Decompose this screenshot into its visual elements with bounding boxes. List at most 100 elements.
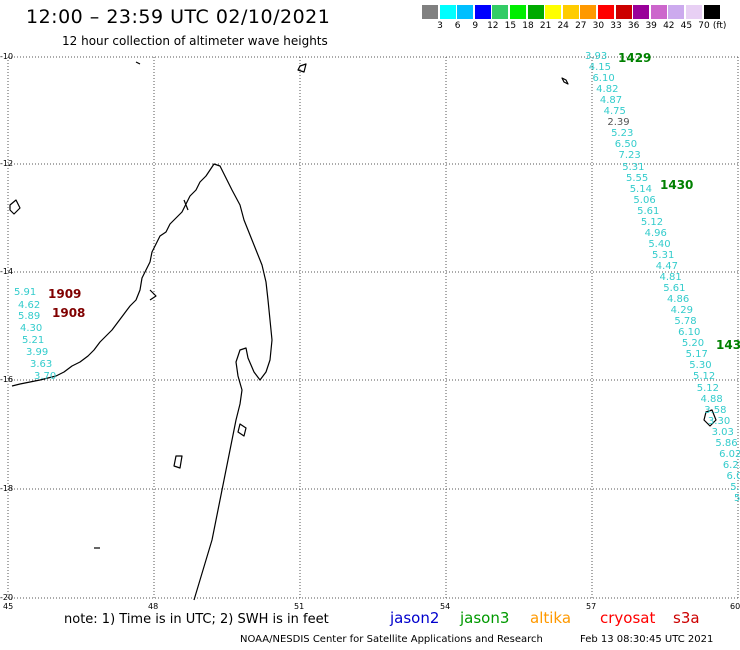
island-coastline (561, 77, 569, 85)
wave-height-value: 5.12 (640, 216, 664, 228)
island-coastline (9, 199, 21, 215)
wave-height-value: 6.50 (614, 139, 638, 151)
wave-height-value: 5.55 (625, 172, 649, 184)
wave-height-value: 6.0 (726, 470, 740, 482)
wave-height-value: 3.63 (30, 359, 53, 370)
colorbar-label: 36 (627, 21, 640, 31)
wave-height-value: 5.17 (685, 349, 708, 361)
wave-height-value: 5.40 (648, 238, 671, 250)
wave-height-value: 5.12 (693, 371, 716, 383)
latitude-label: -20 (0, 593, 14, 602)
colorbar-label: (ft) (712, 21, 727, 31)
wave-height-value: 6.10 (678, 327, 701, 339)
wave-height-value: 7.23 (618, 150, 641, 162)
wave-height-value: 4.47 (655, 260, 679, 272)
wave-height-value: 3.30 (707, 415, 731, 427)
wave-height-value: 5.89 (18, 311, 41, 322)
wave-height-value: 5.86 (715, 437, 738, 449)
longitude-label: 54 (440, 602, 451, 611)
wave-height-value: 5.12 (696, 382, 720, 394)
wave-height-value: 5.06 (633, 194, 656, 206)
wave-height-value: 4.81 (659, 272, 682, 283)
colorbar-label: 45 (680, 21, 693, 31)
wave-height-value: 3.93 (585, 51, 608, 62)
colorbar-label: 12 (487, 21, 499, 31)
wave-height-value: 4.87 (599, 95, 623, 107)
wave-height-value: 5.31 (622, 161, 645, 173)
colorbar-swatch (703, 5, 720, 19)
wave-height-value: 5.14 (629, 183, 652, 195)
colorbar-label: 30 (592, 21, 605, 31)
colorbar-label: 21 (539, 21, 552, 31)
pass-time-label: 143 (716, 338, 740, 352)
wave-height-value: 3.70 (34, 371, 57, 382)
wave-height-value: 5. (730, 481, 740, 493)
colorbar-swatch (650, 5, 667, 19)
legend-item-altika: altika (530, 609, 572, 627)
wave-height-value: 5.61 (637, 205, 660, 217)
island-coastline (135, 61, 141, 65)
latitude-label: -10 (0, 52, 14, 61)
map-grid (7, 56, 739, 599)
wave-height-value: 4.62 (18, 300, 41, 311)
wave-height-value: 4.75 (603, 106, 626, 118)
pass-time-label: 1430 (660, 178, 694, 192)
wave-height-value: 4.96 (644, 227, 667, 239)
coastline (9, 61, 717, 601)
colorbar-label: 27 (575, 21, 587, 31)
island-coastline (237, 423, 247, 437)
wave-height-value: 4.88 (700, 393, 723, 405)
island-coastline (183, 199, 189, 211)
longitude-label: 48 (148, 602, 159, 611)
colorbar-label: 70 (698, 21, 710, 31)
colorbar-swatch (615, 5, 632, 19)
latitude-label: -12 (0, 159, 14, 168)
wave-height-value: 5.78 (674, 316, 697, 328)
footer-note: note: 1) Time is in UTC; 2) SWH is in fe… (64, 612, 329, 627)
wave-height-value: 6.22 (722, 459, 740, 471)
colorbar-label: 24 (557, 21, 569, 31)
wave-height-value: 5. (734, 493, 740, 504)
legend-item-s3a: s3a (673, 609, 700, 627)
colorbar-swatch (598, 5, 614, 19)
colorbar-swatch (633, 5, 650, 19)
pass-time-label: 1909 (48, 287, 82, 301)
colorbar-label: 33 (610, 21, 622, 31)
island-coastline (297, 63, 307, 73)
colorbar-swatch (439, 5, 456, 19)
colorbar-swatch (580, 5, 597, 19)
colorbar-label: 3 (437, 21, 443, 31)
longitude-label: 60 (730, 602, 740, 611)
colorbar-swatch (457, 5, 474, 19)
page-title: 12:00 – 23:59 UTC 02/10/2021 (26, 6, 331, 28)
legend-item-jason3: jason3 (460, 609, 510, 627)
colorbar-label: 15 (504, 21, 517, 31)
wave-height-value: 3.99 (26, 347, 49, 358)
longitude-label: 57 (586, 602, 597, 611)
wave-height-value: 4.15 (588, 62, 611, 74)
wave-height-value: 5.91 (14, 287, 37, 298)
island-coastline (173, 455, 183, 469)
longitude-label: 45 (3, 602, 14, 611)
wave-height-value: 3.03 (711, 426, 734, 438)
wave-height-value: 2.39 (607, 117, 630, 129)
longitude-label: 51 (294, 602, 305, 611)
colorbar-label: 6 (454, 21, 461, 31)
latitude-label: -14 (0, 267, 14, 276)
wave-height-value: 6.10 (592, 73, 615, 85)
island-coastline (149, 289, 157, 301)
wave-height-value: 5.23 (611, 128, 634, 140)
colorbar-swatch (527, 5, 544, 19)
colorbar-swatch (562, 5, 579, 19)
colorbar-label: 18 (522, 21, 534, 31)
page-subtitle: 12 hour collection of altimeter wave hei… (62, 34, 328, 48)
legend-item-jason2: jason2 (390, 609, 440, 627)
wave-height-value: 5.31 (652, 249, 675, 261)
wave-height-value: 4.86 (666, 294, 690, 306)
colorbar-swatch (492, 5, 509, 19)
wave-height-value: 5.21 (22, 335, 45, 346)
island-coastline (703, 409, 717, 427)
credit-line: NOAA/NESDIS Center for Satellite Applica… (240, 634, 543, 645)
colorbar-swatch (510, 5, 526, 19)
